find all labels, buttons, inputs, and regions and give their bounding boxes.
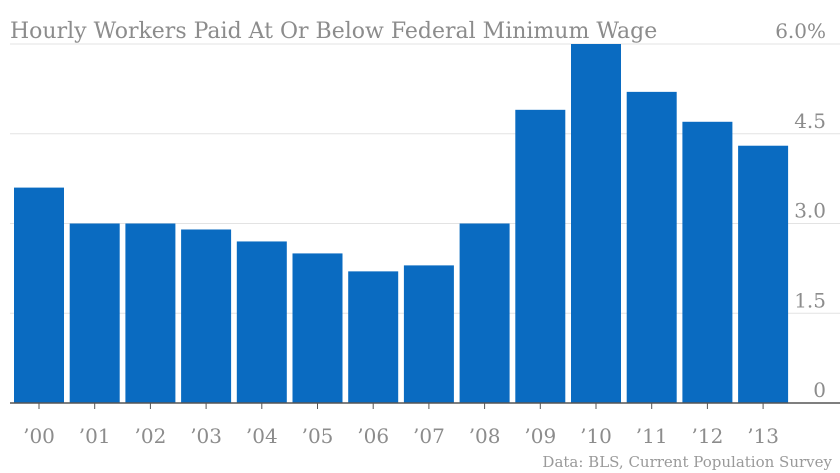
x-tick-label: ’04: [246, 424, 278, 448]
x-tick-label: ’06: [357, 424, 389, 448]
x-tick-label: ’00: [23, 424, 55, 448]
bar: [236, 241, 287, 403]
bar: [181, 229, 232, 403]
x-tick-label: ’12: [691, 424, 723, 448]
x-tick-label: ’10: [580, 424, 612, 448]
x-tick-label: ’02: [134, 424, 166, 448]
bar: [69, 223, 120, 403]
y-tick-label: 1.5: [794, 288, 826, 312]
x-tick-label: ’08: [469, 424, 501, 448]
x-tick-label: ’05: [302, 424, 334, 448]
y-tick-label: 0: [813, 378, 826, 402]
chart-title: Hourly Workers Paid At Or Below Federal …: [10, 19, 657, 44]
bar: [348, 271, 399, 403]
bars: [14, 44, 789, 404]
x-tick-label: ’11: [636, 424, 668, 448]
bar: [738, 145, 789, 403]
bar: [403, 265, 454, 403]
y-axis-labels: 0 1.5 3.0 4.5 6.0%: [775, 19, 826, 402]
bar: [125, 223, 176, 403]
x-tick-label: ’01: [79, 424, 111, 448]
y-tick-label: 3.0: [794, 199, 826, 223]
source-note: Data: BLS, Current Population Survey: [542, 453, 832, 471]
bar: [14, 187, 64, 403]
bar: [626, 91, 677, 403]
bar: [682, 121, 733, 404]
y-tick-label: 4.5: [794, 109, 826, 133]
bar: [515, 109, 566, 404]
bar: [292, 253, 343, 403]
x-tick-label: ’09: [524, 424, 556, 448]
x-axis-ticks: ’00 ’01 ’02 ’03 ’04 ’05 ’06 ’07 ’08 ’09 ’10 ’11 ’12 ’…: [23, 403, 779, 448]
bar: [571, 44, 621, 403]
x-tick-label: ’13: [747, 424, 779, 448]
x-tick-label: ’07: [413, 424, 445, 448]
bar: [459, 223, 510, 403]
x-tick-label: ’03: [190, 424, 222, 448]
y-tick-label: 6.0%: [775, 19, 826, 43]
